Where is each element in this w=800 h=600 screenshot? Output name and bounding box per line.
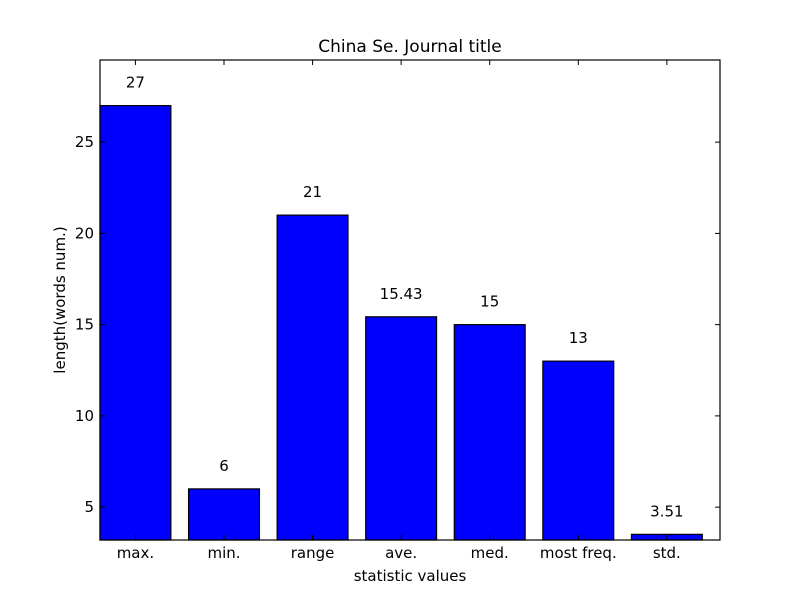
x-tick-label: most freq.: [540, 544, 617, 562]
data-label: 27: [126, 74, 145, 92]
data-label: 3.51: [650, 502, 683, 520]
data-label: 15: [480, 293, 499, 311]
x-axis-label: statistic values: [354, 567, 467, 585]
y-tick-label: 20: [75, 224, 94, 242]
x-tick-label: range: [291, 544, 335, 562]
y-axis-label: length(words num.): [51, 226, 69, 373]
bar: [276, 214, 349, 541]
plot-area: 27 6 21 15.43 15 13 3.51: [99, 74, 703, 541]
x-tick-label: std.: [653, 544, 681, 562]
y-tick-label: 5: [84, 498, 94, 516]
chart-title: China Se. Journal title: [318, 37, 501, 57]
x-tick-label: ave.: [385, 544, 417, 562]
y-tick-label: 15: [75, 316, 94, 334]
data-label: 21: [303, 183, 322, 201]
bar: [365, 316, 438, 541]
bar: [542, 360, 615, 541]
x-tick-label: max.: [117, 544, 154, 562]
bar: [187, 488, 261, 541]
data-label: 6: [219, 457, 229, 475]
bar: [99, 105, 172, 541]
y-tick-label: 25: [75, 133, 94, 151]
data-label: 15.43: [380, 285, 423, 303]
bar: [453, 324, 526, 541]
x-tick-label: min.: [207, 544, 240, 562]
x-tick-label: med.: [471, 544, 509, 562]
y-tick-label: 10: [75, 407, 94, 425]
x-axis: max. min. range ave. med. most freq. std.: [117, 60, 681, 562]
y-axis: 5 10 15 20 25: [75, 133, 720, 516]
plot-frame: [99, 59, 721, 541]
data-label: 13: [569, 329, 588, 347]
